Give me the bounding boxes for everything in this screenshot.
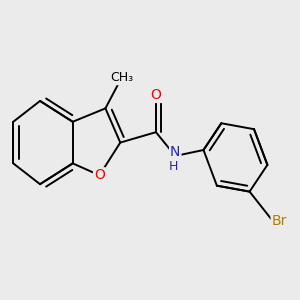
Text: Br: Br <box>272 214 287 228</box>
Text: CH₃: CH₃ <box>110 71 133 84</box>
Text: N: N <box>170 146 181 159</box>
Text: O: O <box>94 168 105 182</box>
Text: H: H <box>169 160 178 173</box>
Text: O: O <box>151 88 161 102</box>
